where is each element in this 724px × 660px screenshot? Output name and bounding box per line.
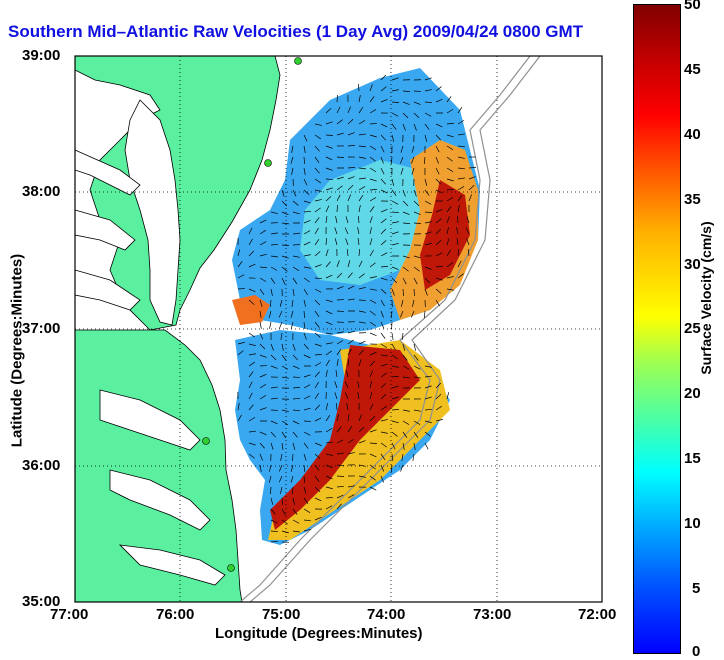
colorbar-tick-label: 45 bbox=[684, 61, 701, 78]
y-tick-label: 35:00 bbox=[22, 593, 60, 610]
colorbar-tick-label: 50 bbox=[684, 0, 701, 13]
radar-site-marker bbox=[228, 565, 235, 572]
radar-site-marker bbox=[203, 438, 210, 445]
colorbar-tick-label: 10 bbox=[684, 515, 701, 532]
colorbar-tick-label: 15 bbox=[684, 450, 701, 467]
x-axis-label: Longitude (Degrees:Minutes) bbox=[215, 625, 423, 642]
y-tick-label: 37:00 bbox=[22, 320, 60, 337]
radar-site-marker bbox=[265, 160, 272, 167]
x-tick-label: 75:00 bbox=[262, 606, 300, 623]
colorbar-tick-label: 40 bbox=[684, 126, 701, 143]
y-axis-label: Latitude (Degrees:Minutes) bbox=[9, 201, 26, 501]
colorbar-tick-label: 5 bbox=[692, 580, 700, 597]
radar-site-marker bbox=[295, 58, 302, 65]
y-tick-label: 38:00 bbox=[22, 183, 60, 200]
x-tick-label: 76:00 bbox=[156, 606, 194, 623]
colorbar bbox=[633, 4, 681, 654]
x-tick-label: 72:00 bbox=[578, 606, 616, 623]
y-tick-label: 36:00 bbox=[22, 457, 60, 474]
y-tick-label: 39:00 bbox=[22, 47, 60, 64]
page-title: Southern Mid–Atlantic Raw Velocities (1 … bbox=[8, 22, 583, 42]
colorbar-label: Surface Velocity (cm/s) bbox=[698, 168, 714, 428]
x-tick-label: 74:00 bbox=[367, 606, 405, 623]
colorbar-tick-label: 0 bbox=[692, 643, 700, 660]
x-tick-label: 73:00 bbox=[473, 606, 511, 623]
